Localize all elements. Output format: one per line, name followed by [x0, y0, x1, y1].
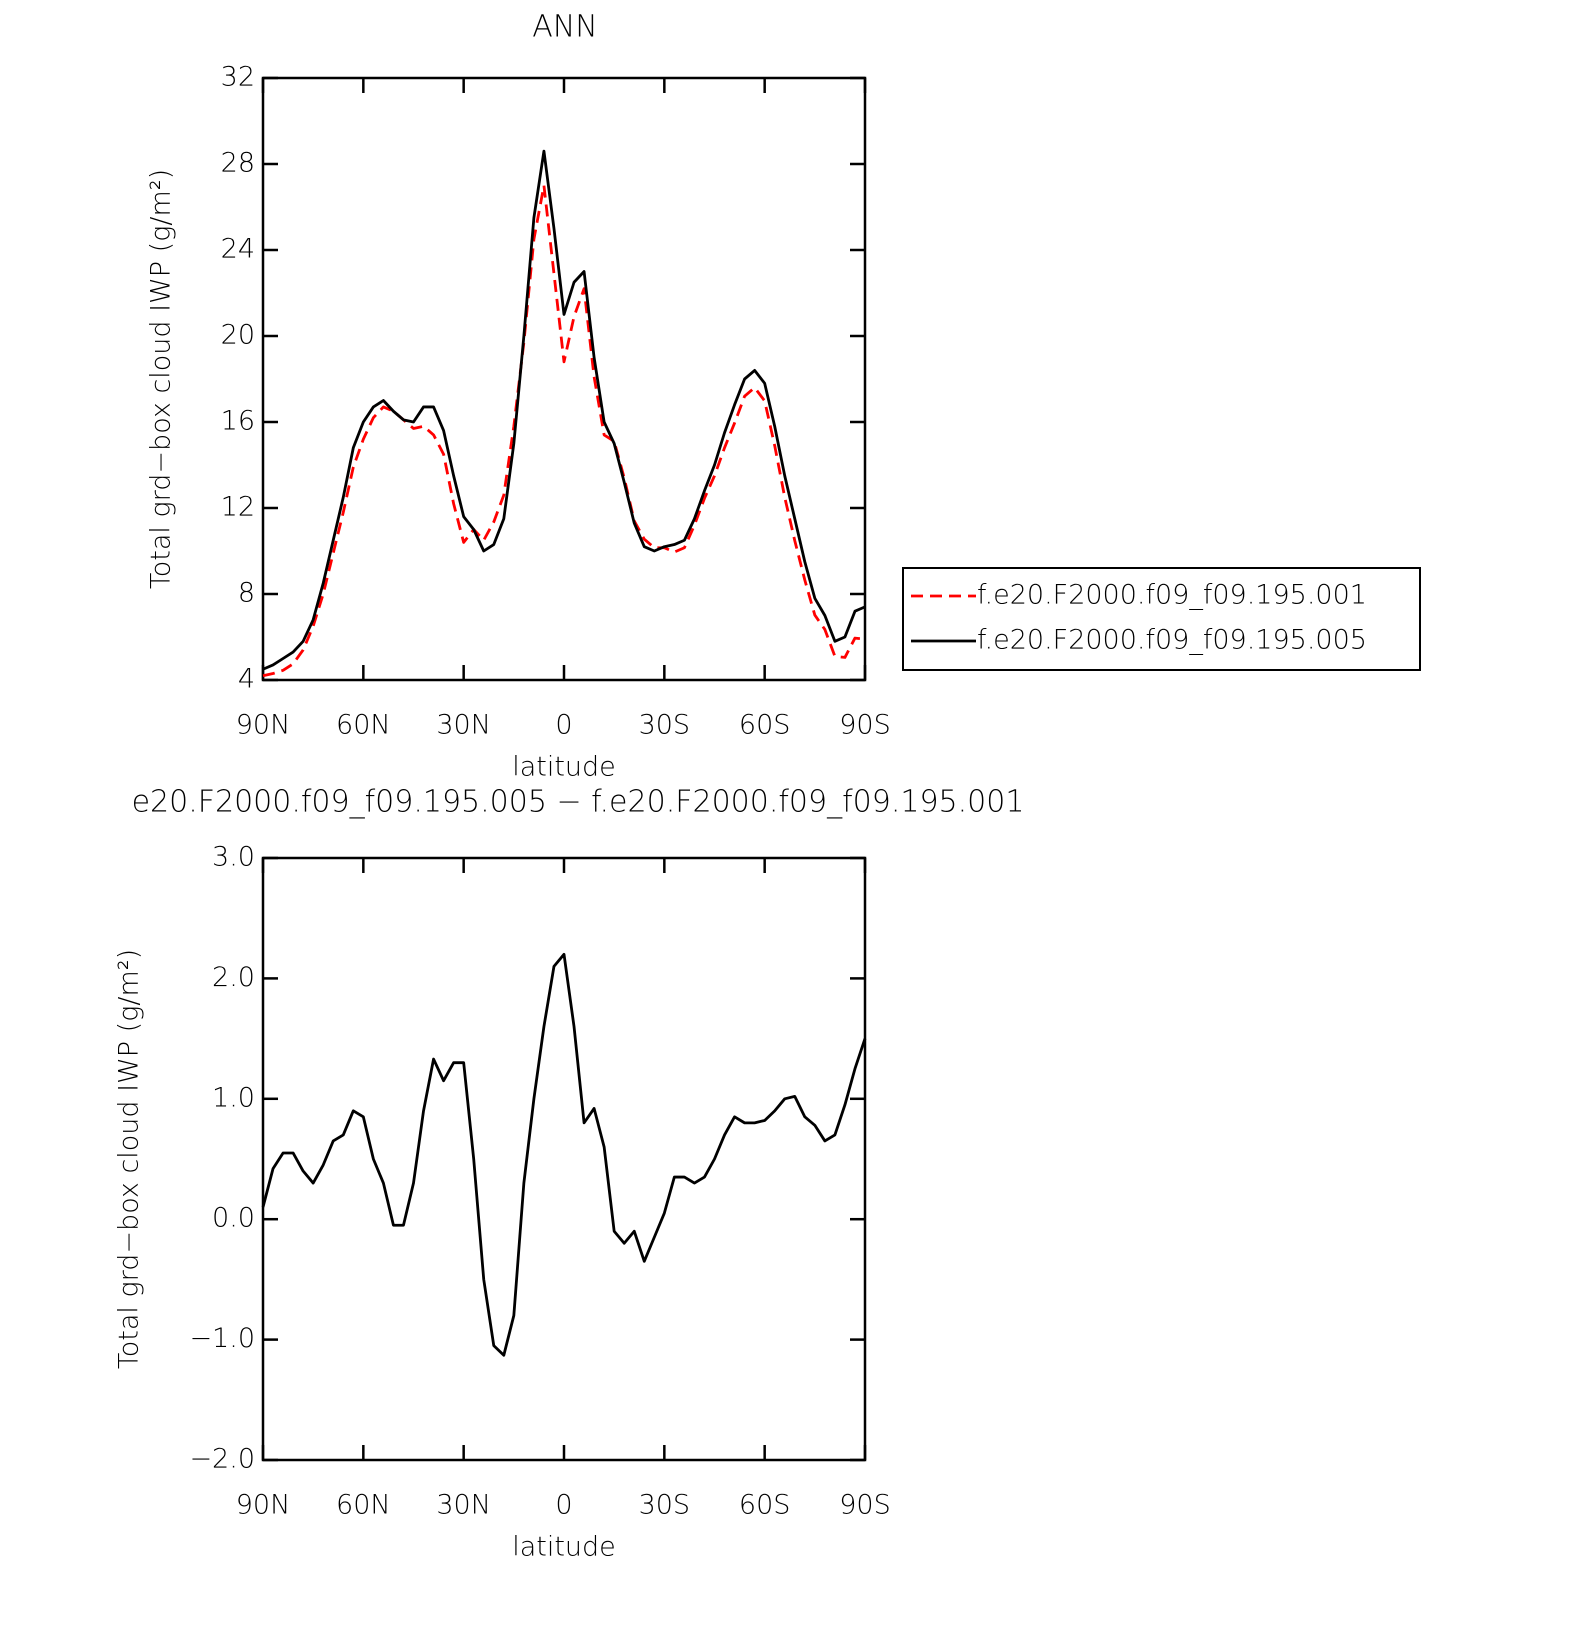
x-tick-label: 0 — [555, 710, 572, 741]
y-tick-label: −1.0 — [189, 1323, 255, 1354]
series-line — [261, 952, 867, 1357]
y-tick-label: 2.0 — [212, 962, 255, 993]
x-tick-label: 60S — [739, 1490, 791, 1521]
x-axis-label: latitude — [512, 1532, 616, 1563]
series-line — [262, 184, 866, 678]
y-tick-label: 0.0 — [212, 1203, 255, 1234]
x-tick-label: 90N — [236, 1490, 291, 1521]
y-tick-label: 1.0 — [212, 1082, 255, 1113]
x-tick-label: 90N — [236, 710, 291, 741]
y-tick-label: 8 — [238, 578, 255, 609]
y-tick-label: 16 — [221, 406, 255, 437]
plot-frame — [261, 856, 867, 1462]
chart-title: e20.F2000.f09_f09.195.005 − f.e20.F2000.… — [132, 785, 1025, 820]
y-tick-label: 3.0 — [212, 842, 255, 873]
y-tick-label: 20 — [221, 320, 255, 351]
x-tick-label: 30N — [436, 710, 491, 741]
plot-frame — [261, 76, 867, 682]
legend-box — [902, 567, 1421, 671]
y-tick-label: 24 — [221, 234, 255, 265]
x-tick-label: 60N — [336, 1490, 391, 1521]
x-axis-label: latitude — [512, 752, 616, 783]
y-tick-label: −2.0 — [189, 1444, 255, 1475]
x-tick-label: 30S — [639, 1490, 691, 1521]
series-line — [262, 149, 866, 671]
x-tick-label: 60N — [336, 710, 391, 741]
x-tick-label: 30N — [436, 1490, 491, 1521]
legend-label: f.e20.F2000.f09_f09.195.001 — [977, 580, 1367, 611]
x-tick-label: 90S — [839, 1490, 891, 1521]
y-axis-label: Total grd−box cloud IWP (g/m²) — [146, 169, 177, 589]
y-axis-label: Total grd−box cloud IWP (g/m²) — [114, 949, 145, 1369]
legend-label: f.e20.F2000.f09_f09.195.005 — [977, 625, 1367, 656]
y-tick-label: 12 — [221, 492, 255, 523]
x-tick-label: 0 — [555, 1490, 572, 1521]
y-tick-label: 32 — [221, 62, 255, 93]
x-tick-label: 30S — [639, 710, 691, 741]
x-tick-label: 60S — [739, 710, 791, 741]
legend: f.e20.F2000.f09_f09.195.001 f.e20.F2000.f… — [902, 567, 1421, 671]
chart-title: ANN — [532, 10, 597, 45]
y-tick-label: 4 — [238, 664, 255, 695]
x-tick-label: 90S — [839, 710, 891, 741]
y-tick-label: 28 — [221, 148, 255, 179]
